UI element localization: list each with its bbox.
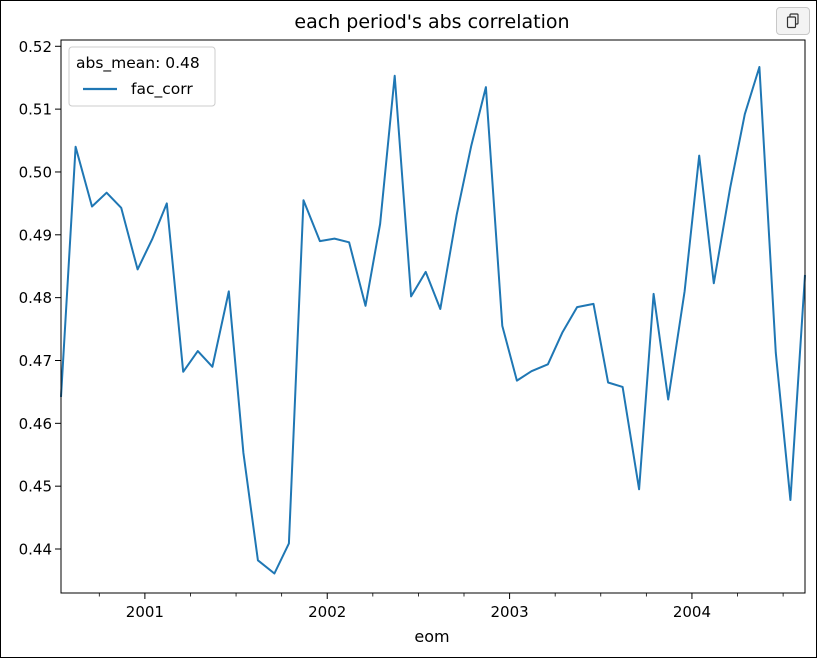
y-tick-label: 0.51 (19, 101, 52, 119)
x-tick-label: 2002 (308, 603, 346, 621)
series-line-fac_corr (60, 66, 806, 575)
y-tick-label: 0.50 (19, 163, 52, 181)
y-tick-label: 0.49 (19, 226, 52, 244)
y-tick-label: 0.47 (19, 352, 52, 370)
legend: abs_mean: 0.48 fac_corr (68, 46, 216, 107)
chart-title: each period's abs correlation (294, 11, 569, 33)
y-tick-label: 0.52 (19, 38, 52, 56)
copy-button[interactable] (776, 7, 810, 35)
y-tick-label: 0.44 (19, 541, 52, 559)
copy-icon (786, 13, 799, 29)
x-axis-label: eom (414, 627, 449, 646)
x-tick-label: 2003 (490, 603, 528, 621)
y-tick-label: 0.48 (19, 289, 52, 307)
plot-area (60, 39, 806, 594)
x-tick-label: 2004 (673, 603, 711, 621)
y-tick-label: 0.45 (19, 478, 52, 496)
legend-label: fac_corr (131, 80, 193, 99)
y-tick-label: 0.46 (19, 415, 52, 433)
x-tick-label: 2001 (126, 603, 164, 621)
legend-box (68, 46, 216, 107)
legend-title: abs_mean: 0.48 (76, 54, 200, 73)
